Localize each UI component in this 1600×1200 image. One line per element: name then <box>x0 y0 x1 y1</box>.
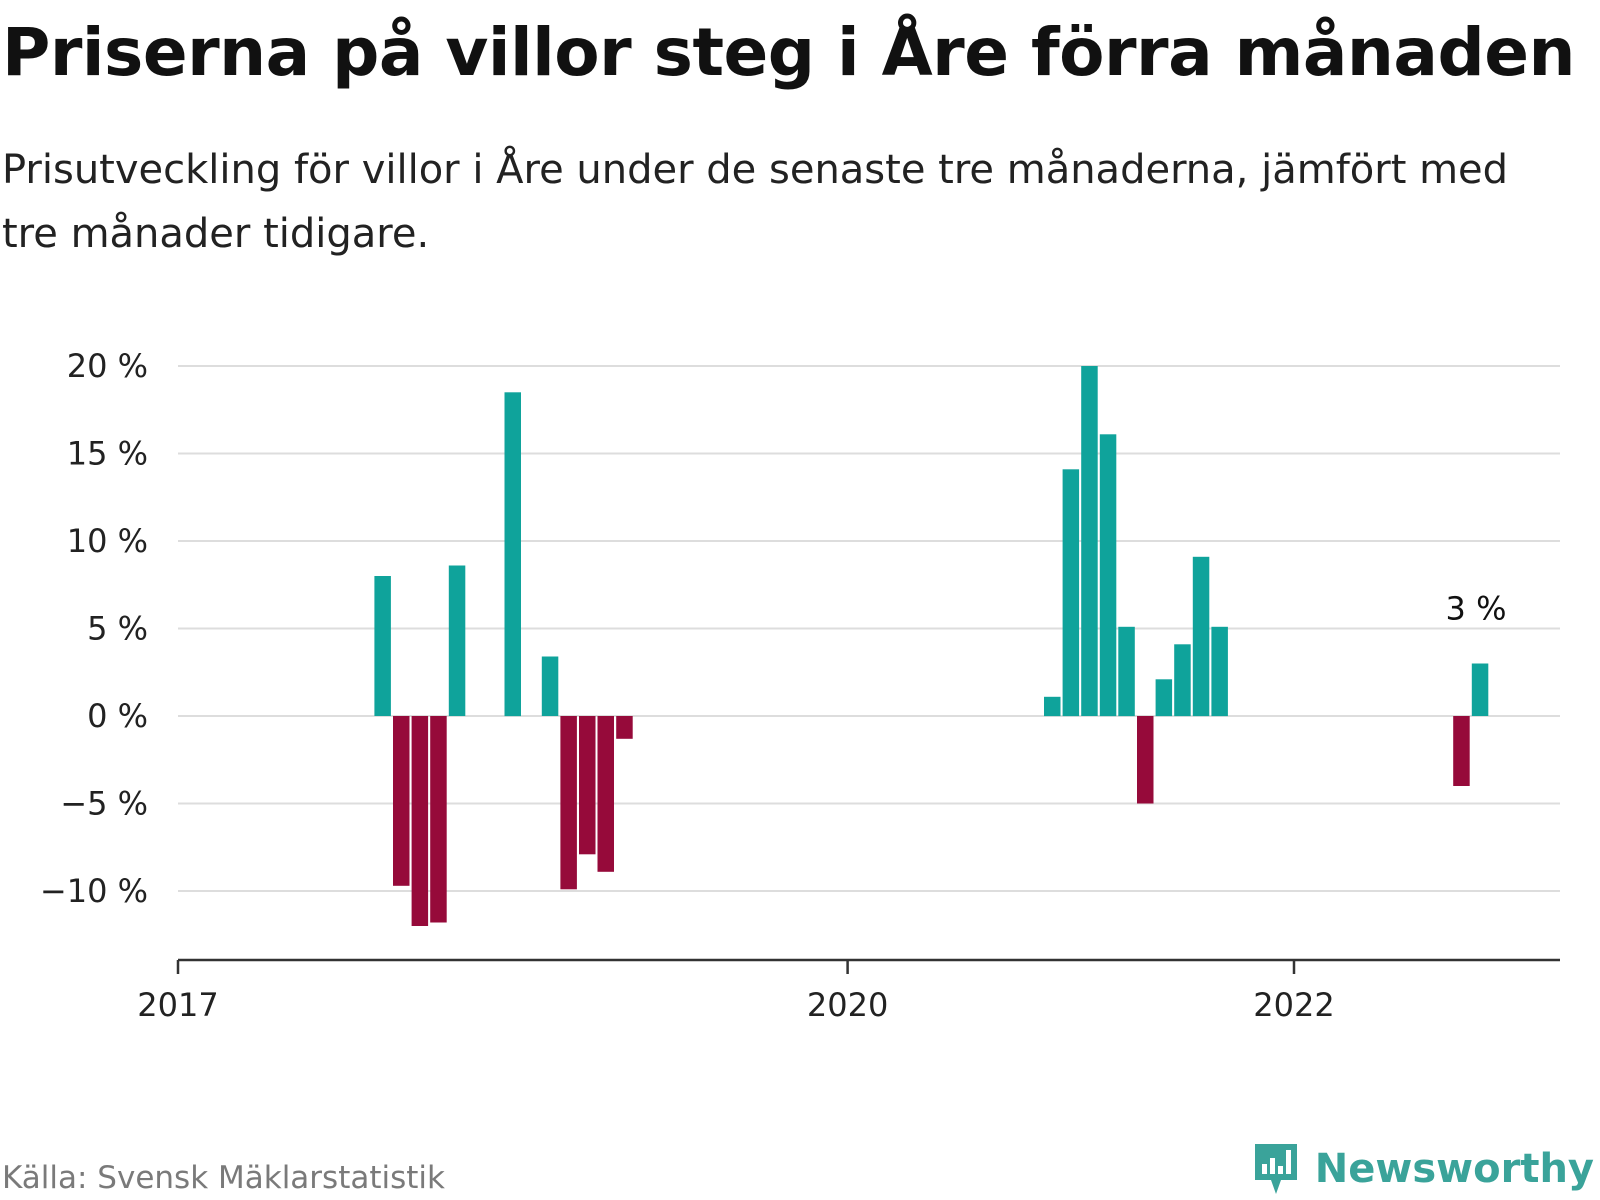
bar <box>1081 366 1098 716</box>
bar <box>1137 716 1154 804</box>
y-axis-labels: 20 % 15 % 10 % 5 % 0 % −5 % −10 % <box>40 347 148 910</box>
x-tick-label: 2017 <box>137 986 218 1024</box>
bar <box>597 716 614 872</box>
brand-logo: Newsworthy <box>1251 1140 1594 1198</box>
y-tick-label: 0 % <box>87 697 148 735</box>
data-label: 3 % <box>1446 590 1507 628</box>
bar <box>504 392 521 717</box>
bar <box>579 716 596 855</box>
y-tick-label: −10 % <box>40 872 148 910</box>
x-axis: 2017 2020 2022 <box>137 958 1560 1024</box>
bar-chart: 20 % 15 % 10 % 5 % 0 % −5 % −10 % 2017 2020 2022… <box>40 347 1560 1024</box>
bar <box>393 716 410 886</box>
bars <box>374 366 1489 926</box>
newsworthy-logo-icon <box>1254 1144 1297 1194</box>
y-tick-label: 5 % <box>87 610 148 648</box>
source-note: Källa: Svensk Mäklarstatistik <box>2 1160 445 1196</box>
y-tick-label: 20 % <box>67 347 148 385</box>
bar <box>411 716 429 926</box>
bar <box>1155 679 1173 717</box>
y-tick-label: −5 % <box>60 785 148 823</box>
bar <box>430 716 447 923</box>
bar <box>1099 434 1117 717</box>
y-tick-label: 15 % <box>67 435 148 473</box>
bar <box>560 716 577 890</box>
bar <box>1211 626 1228 717</box>
brand-name: Newsworthy <box>1314 1146 1594 1192</box>
x-tick-label: 2020 <box>807 986 888 1024</box>
bar <box>1192 556 1210 717</box>
bar <box>1044 696 1061 717</box>
bar <box>1471 663 1489 716</box>
bar <box>374 576 391 716</box>
chart-title: Priserna på villor steg i Åre förra måna… <box>2 14 1575 91</box>
bar <box>1174 644 1191 717</box>
chart-subtitle: Prisutveckling för villor i Åre under de… <box>2 147 1509 257</box>
annotations: 3 % <box>1446 590 1507 628</box>
bar <box>541 656 559 716</box>
y-tick-label: 10 % <box>67 522 148 560</box>
bar <box>1062 469 1080 717</box>
bar <box>1118 626 1135 717</box>
bar <box>1453 716 1470 786</box>
x-tick-label: 2022 <box>1253 986 1334 1024</box>
bar <box>616 716 633 739</box>
bar <box>448 565 466 716</box>
